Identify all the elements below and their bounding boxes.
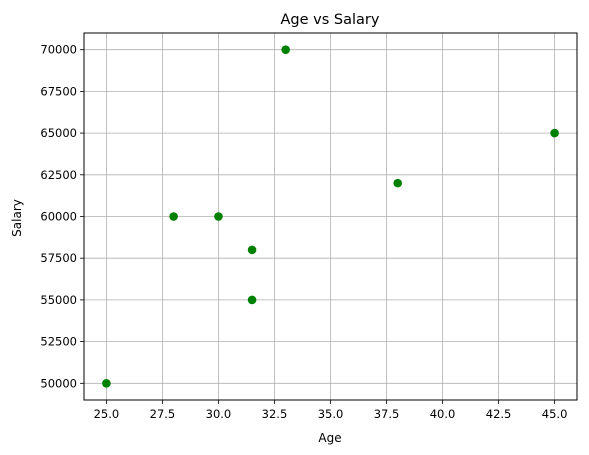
x-tick-label: 25.0 (94, 407, 120, 421)
y-tick-label: 65000 (40, 126, 77, 140)
data-points (102, 45, 559, 388)
scatter-point (214, 212, 223, 221)
x-axis-label: Age (318, 431, 341, 445)
x-tick-label: 42.5 (486, 407, 512, 421)
y-tick-label: 55000 (40, 293, 77, 307)
scatter-point (393, 178, 403, 188)
x-tick-label: 40.0 (430, 407, 456, 421)
grid-lines (84, 33, 577, 400)
scatter-point (550, 128, 559, 138)
y-tick-label: 60000 (40, 210, 77, 224)
y-axis-label: Salary (10, 199, 24, 237)
y-tick-label: 70000 (40, 43, 77, 57)
scatter-point (169, 212, 178, 221)
scatter-point (247, 295, 257, 305)
y-tick-label: 52500 (40, 335, 77, 349)
scatter-point (281, 45, 290, 54)
x-tick-label: 35.0 (318, 407, 344, 421)
scatter-point (247, 245, 257, 255)
x-tick-label: 30.0 (206, 407, 232, 421)
y-tick-label: 62500 (40, 168, 77, 182)
x-tick-label: 45.0 (542, 407, 568, 421)
x-tick-label: 37.5 (374, 407, 400, 421)
scatter-point (102, 379, 111, 388)
y-tick-label: 57500 (40, 251, 77, 265)
chart-title: Age vs Salary (281, 12, 380, 28)
x-tick-label: 32.5 (262, 407, 288, 421)
x-tick-label: 27.5 (150, 407, 176, 421)
y-tick-label: 67500 (40, 84, 77, 98)
y-tick-label: 50000 (40, 376, 77, 390)
axis-ticks: 25.0 27.5 30.0 32.5 35.0 37.5 40.0 42.5 45.0 5000… (40, 43, 567, 421)
